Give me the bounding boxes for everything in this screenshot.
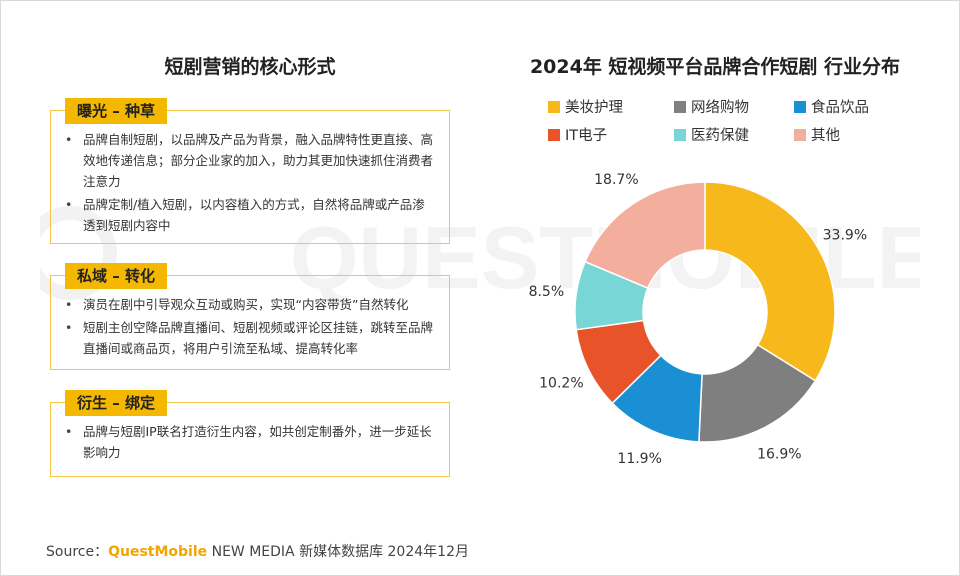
- legend-label: 网络购物: [691, 100, 749, 116]
- list-item: 品牌与短剧IP联名打造衍生内容，如共创定制番外，进一步延长影响力: [61, 421, 437, 463]
- data-label: 18.7%: [594, 172, 638, 188]
- card-tag: 曝光 – 种草: [65, 98, 167, 124]
- legend-swatch: [548, 128, 560, 141]
- source-prefix: Source：: [46, 544, 109, 560]
- legend-label: 医药保健: [691, 128, 749, 144]
- donut-slice: [584, 181, 706, 290]
- legend-item: IT电子: [548, 124, 674, 145]
- legend-item: 网络购物: [674, 96, 794, 117]
- legend-label: 其他: [811, 128, 840, 144]
- card-private-domain: 私域 – 转化 演员在剧中引导观众互动或购买，实现“内容带货”自然转化 短剧主创…: [50, 263, 450, 370]
- chart-legend: 美妆护理 网络购物 食品饮品 IT电子 医药保健 其他: [548, 96, 928, 145]
- data-label: 8.5%: [529, 284, 565, 300]
- legend-swatch: [674, 128, 686, 141]
- legend-label: 食品饮品: [811, 100, 869, 116]
- donut-chart: 33.9% 16.9% 11.9% 10.2% 8.5% 18.7%: [529, 172, 868, 467]
- card-tag: 私域 – 转化: [65, 263, 167, 289]
- card-exposure: 曝光 – 种草 品牌自制短剧，以品牌及产品为背景，融入品牌特性更直接、高效地传递…: [50, 98, 450, 246]
- legend-label: 美妆护理: [565, 100, 623, 116]
- legend-item: 食品饮品: [794, 96, 914, 117]
- card-tag: 衍生 – 绑定: [65, 390, 167, 416]
- legend-swatch: [548, 100, 560, 113]
- list-item: 品牌自制短剧，以品牌及产品为背景，融入品牌特性更直接、高效地传递信息；部分企业家…: [61, 129, 437, 192]
- legend-item: 其他: [794, 124, 914, 145]
- chart-title: 2024年 短视频平台品牌合作短剧 行业分布: [529, 56, 901, 78]
- bullet-list: 演员在剧中引导观众互动或购买，实现“内容带货”自然转化 短剧主创空降品牌直播间、…: [51, 276, 449, 369]
- legend-swatch: [794, 100, 806, 113]
- card-derivative: 衍生 – 绑定 品牌与短剧IP联名打造衍生内容，如共创定制番外，进一步延长影响力: [50, 390, 450, 477]
- list-item: 品牌定制/植入短剧，以内容植入的方式，自然将品牌或产品渗透到短剧内容中: [61, 194, 437, 236]
- list-item: 演员在剧中引导观众互动或购买，实现“内容带货”自然转化: [61, 294, 437, 315]
- data-label: 11.9%: [617, 451, 661, 467]
- bullet-list: 品牌与短剧IP联名打造衍生内容，如共创定制番外，进一步延长影响力: [51, 403, 449, 473]
- donut-slice: [704, 181, 836, 382]
- legend-swatch: [674, 100, 686, 113]
- list-item: 短剧主创空降品牌直播间、短剧视频或评论区挂链，跳转至品牌直播间或商品页，将用户引…: [61, 317, 437, 359]
- legend-swatch: [794, 128, 806, 141]
- bullet-list: 品牌自制短剧，以品牌及产品为背景，融入品牌特性更直接、高效地传递信息；部分企业家…: [51, 111, 449, 246]
- legend-item: 医药保健: [674, 124, 794, 145]
- source-note: Source：QuestMobile NEW MEDIA 新媒体数据库 2024…: [46, 541, 469, 561]
- source-rest: NEW MEDIA 新媒体数据库 2024年12月: [207, 544, 469, 560]
- source-brand: QuestMobile: [108, 544, 208, 560]
- data-label: 10.2%: [539, 376, 583, 392]
- legend-label: IT电子: [565, 128, 608, 144]
- left-panel-title: 短剧营销的核心形式: [164, 56, 336, 78]
- legend-item: 美妆护理: [548, 96, 674, 117]
- data-label: 33.9%: [823, 227, 867, 243]
- data-label: 16.9%: [757, 447, 801, 463]
